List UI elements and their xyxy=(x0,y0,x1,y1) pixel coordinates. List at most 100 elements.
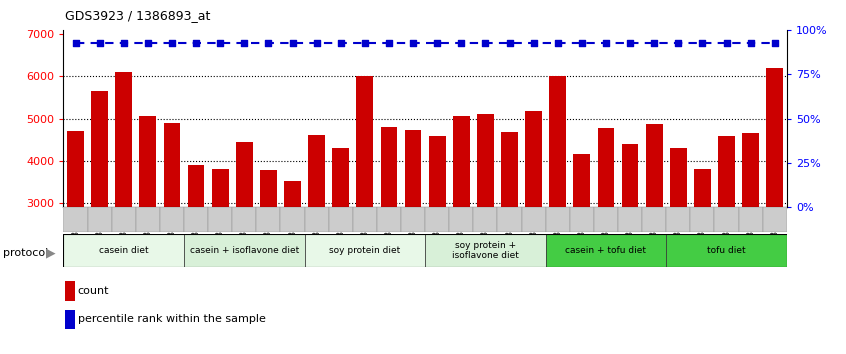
Text: casein + tofu diet: casein + tofu diet xyxy=(565,246,646,255)
Bar xyxy=(305,234,425,267)
Bar xyxy=(574,154,591,329)
Point xyxy=(720,40,733,46)
Bar xyxy=(690,207,714,232)
Bar xyxy=(232,207,256,232)
Bar xyxy=(497,207,521,232)
Bar xyxy=(762,207,787,232)
Bar xyxy=(622,144,639,329)
Bar xyxy=(645,124,662,329)
Point xyxy=(647,40,661,46)
Bar xyxy=(473,207,497,232)
Bar xyxy=(280,207,305,232)
Point xyxy=(431,40,444,46)
Bar xyxy=(766,68,783,329)
Bar xyxy=(184,234,305,267)
Text: ▶: ▶ xyxy=(46,247,55,259)
Bar xyxy=(401,207,425,232)
Bar xyxy=(477,114,494,329)
Point xyxy=(310,40,323,46)
Bar xyxy=(546,207,570,232)
Point xyxy=(261,40,275,46)
Text: GDS3923 / 1386893_at: GDS3923 / 1386893_at xyxy=(65,9,211,22)
Bar xyxy=(87,207,112,232)
Bar xyxy=(328,207,353,232)
Bar xyxy=(305,207,328,232)
Bar xyxy=(256,207,280,232)
Bar xyxy=(236,142,253,329)
Point xyxy=(599,40,613,46)
Point xyxy=(624,40,637,46)
Bar xyxy=(718,136,735,329)
Bar xyxy=(163,123,180,329)
Bar xyxy=(140,116,157,329)
Point xyxy=(93,40,107,46)
Bar xyxy=(135,207,160,232)
Bar xyxy=(381,127,398,329)
Bar xyxy=(353,207,376,232)
Bar xyxy=(376,207,401,232)
Point xyxy=(503,40,516,46)
Bar xyxy=(666,234,787,267)
Text: casein + isoflavone diet: casein + isoflavone diet xyxy=(190,246,299,255)
Text: soy protein +
isoflavone diet: soy protein + isoflavone diet xyxy=(452,241,519,260)
Text: count: count xyxy=(78,286,109,296)
Bar xyxy=(63,207,87,232)
Point xyxy=(213,40,227,46)
Text: casein diet: casein diet xyxy=(99,246,149,255)
Point xyxy=(744,40,757,46)
Bar xyxy=(208,207,232,232)
Bar xyxy=(546,234,667,267)
Bar xyxy=(521,207,546,232)
Point xyxy=(406,40,420,46)
Bar xyxy=(91,91,108,329)
Point xyxy=(454,40,468,46)
Bar xyxy=(404,130,421,329)
Point xyxy=(768,40,782,46)
Bar xyxy=(739,207,762,232)
Point xyxy=(165,40,179,46)
Bar xyxy=(260,170,277,329)
Bar xyxy=(694,169,711,329)
Point xyxy=(117,40,130,46)
Point xyxy=(358,40,371,46)
Bar xyxy=(666,207,690,232)
Point xyxy=(695,40,709,46)
Bar xyxy=(115,72,132,329)
Bar xyxy=(67,131,84,329)
Point xyxy=(551,40,564,46)
Point xyxy=(334,40,348,46)
Point xyxy=(141,40,155,46)
Bar xyxy=(184,207,208,232)
Bar xyxy=(112,207,135,232)
Bar xyxy=(501,132,518,329)
Text: tofu diet: tofu diet xyxy=(707,246,746,255)
Text: percentile rank within the sample: percentile rank within the sample xyxy=(78,314,266,324)
Text: protocol: protocol xyxy=(3,248,47,258)
Point xyxy=(527,40,541,46)
Bar xyxy=(453,116,470,329)
Bar xyxy=(63,234,184,267)
Point xyxy=(479,40,492,46)
Bar xyxy=(714,207,739,232)
Bar xyxy=(597,128,614,329)
Point xyxy=(575,40,589,46)
Bar xyxy=(670,148,687,329)
Bar xyxy=(160,207,184,232)
Bar xyxy=(642,207,666,232)
Bar xyxy=(212,169,228,329)
Bar xyxy=(425,207,449,232)
Bar xyxy=(594,207,618,232)
Bar xyxy=(549,76,566,329)
Bar xyxy=(332,148,349,329)
Point xyxy=(69,40,82,46)
Bar xyxy=(188,165,205,329)
Point xyxy=(286,40,299,46)
Point xyxy=(238,40,251,46)
Point xyxy=(190,40,203,46)
Bar xyxy=(284,181,301,329)
Bar xyxy=(570,207,594,232)
Bar xyxy=(525,111,542,329)
Text: soy protein diet: soy protein diet xyxy=(329,246,400,255)
Bar xyxy=(425,234,546,267)
Bar xyxy=(449,207,473,232)
